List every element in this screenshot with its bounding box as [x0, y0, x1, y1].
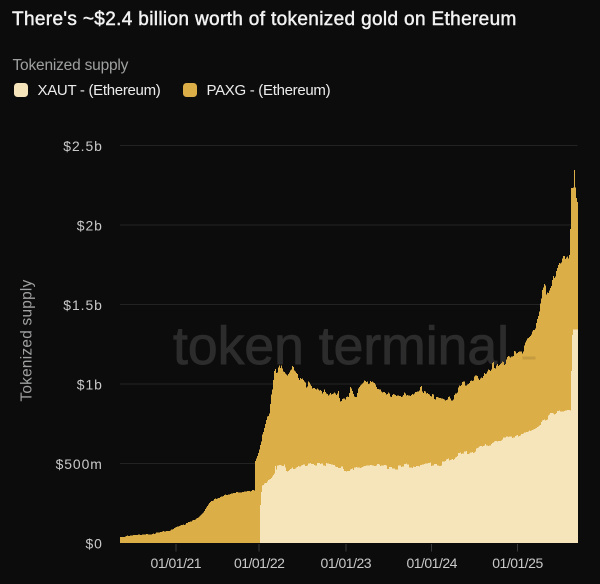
svg-text:$2.5b: $2.5b	[63, 138, 103, 154]
svg-text:01/01/25: 01/01/25	[492, 555, 543, 571]
svg-text:token terminal: token terminal	[173, 317, 509, 376]
svg-text:$2b: $2b	[77, 218, 103, 234]
svg-text:01/01/23: 01/01/23	[321, 555, 372, 571]
svg-text:$0: $0	[85, 535, 102, 551]
svg-text:$500m: $500m	[56, 456, 103, 472]
svg-text:01/01/21: 01/01/21	[151, 555, 202, 571]
svg-text:Tokenized supply: Tokenized supply	[18, 279, 35, 401]
svg-text:01/01/22: 01/01/22	[234, 555, 285, 571]
svg-text:$1b: $1b	[77, 376, 103, 392]
svg-text:01/01/24: 01/01/24	[406, 555, 457, 571]
svg-text:$1.5b: $1.5b	[63, 297, 103, 313]
svg-text:token terminal: token terminal	[173, 317, 509, 376]
